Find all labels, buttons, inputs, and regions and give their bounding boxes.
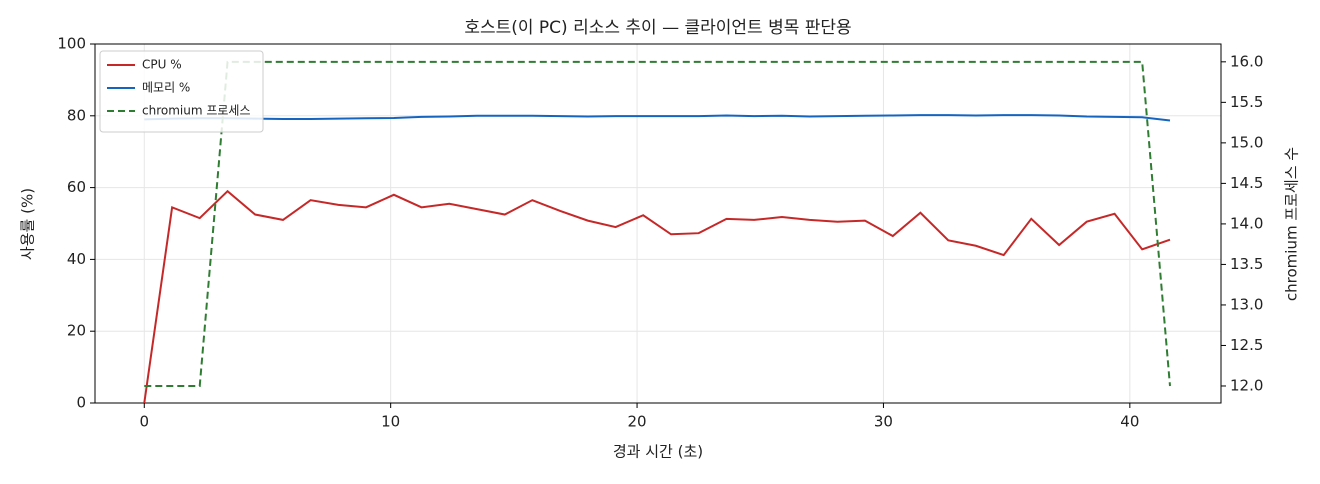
y2-axis-label: chromium 프로세스 수 [1283, 147, 1301, 301]
series-line [144, 114, 1171, 122]
y2-tick-label: 16.0 [1230, 52, 1263, 70]
y-tick-label: 80 [67, 106, 86, 124]
x-tick-label: 40 [1120, 413, 1139, 431]
y2-tick-label: 12.0 [1230, 376, 1263, 394]
plot-frame [94, 43, 1222, 404]
legend-label: 메모리 % [142, 81, 190, 95]
chart-title: 호스트(이 PC) 리소스 추이 — 클라이언트 병목 판단용 [464, 18, 851, 38]
series-line [143, 189, 1171, 404]
legend-label: chromium 프로세스 [142, 104, 251, 118]
y-tick-label: 60 [67, 178, 86, 196]
y2-tick-label: 13.5 [1230, 255, 1263, 273]
x-tick-label: 0 [140, 413, 150, 431]
x-tick-label: 10 [381, 413, 400, 431]
legend-label: CPU % [142, 58, 182, 72]
y-tick-label: 100 [57, 35, 86, 53]
y2-tick-label: 14.5 [1230, 174, 1263, 192]
y2-tick-label: 15.5 [1230, 93, 1263, 111]
legend-box [99, 50, 264, 133]
y2-tick-label: 13.0 [1230, 295, 1263, 313]
y2-tick-label: 12.5 [1230, 336, 1263, 354]
x-axis-label: 경과 시간 (초) [613, 443, 703, 461]
y-tick-label: 40 [67, 250, 86, 268]
series-line [144, 60, 1171, 387]
y2-tick-label: 14.0 [1230, 214, 1263, 232]
y2-tick-label: 15.0 [1230, 133, 1263, 151]
y-tick-label: 20 [67, 322, 86, 340]
y-tick-label: 0 [76, 394, 86, 412]
y-axis-label: 사용률 (%) [19, 188, 37, 260]
x-tick-label: 30 [874, 413, 893, 431]
x-tick-label: 20 [628, 413, 647, 431]
